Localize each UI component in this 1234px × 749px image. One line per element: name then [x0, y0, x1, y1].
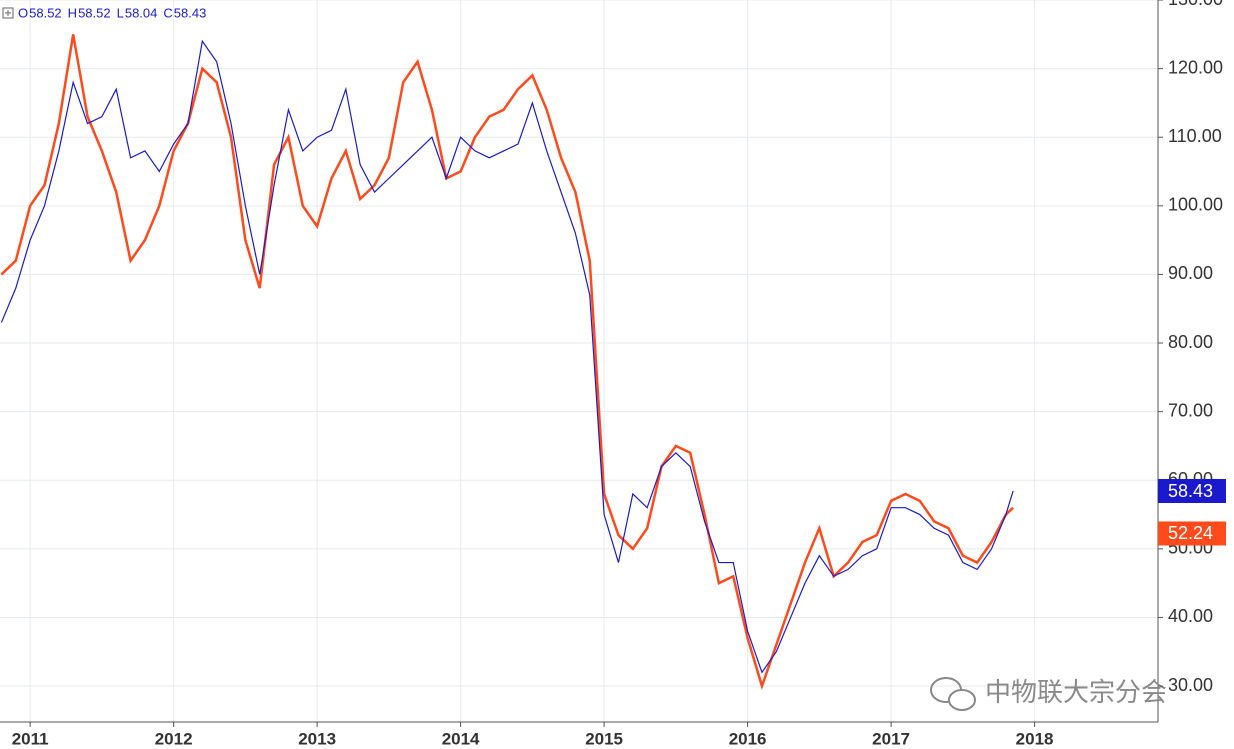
y-tick-label: 70.00	[1168, 400, 1213, 420]
header-key: C	[163, 5, 172, 20]
series-line	[0, 39, 1014, 674]
header-value: 58.04	[125, 5, 158, 20]
y-tick-label: 130.00	[1168, 0, 1223, 9]
header-value: 58.43	[174, 5, 207, 20]
y-tick-label: 90.00	[1168, 263, 1213, 283]
x-tick-label: 2014	[442, 729, 480, 748]
x-tick-label: 2016	[729, 729, 767, 748]
y-tick-label: 30.00	[1168, 675, 1213, 695]
y-tick-label: 110.00	[1168, 126, 1222, 146]
y-tick-label: 80.00	[1168, 332, 1213, 352]
x-tick-label: 2011	[12, 729, 49, 748]
header	[2, 7, 14, 19]
watermark: 中物联大宗分会	[985, 677, 1167, 707]
x-tick-label: 2012	[155, 729, 193, 748]
price-badge	[1158, 479, 1226, 504]
header-key: O	[18, 5, 28, 20]
price-label: 52.24	[1168, 523, 1213, 543]
price-label: 58.43	[1168, 481, 1213, 501]
header-key: H	[68, 5, 77, 20]
x-tick-label: 2018	[1016, 729, 1054, 748]
header-value: 58.52	[29, 5, 62, 20]
header-key: L	[117, 5, 124, 20]
x-tick-label: 2013	[298, 729, 336, 748]
series-line	[0, 34, 1014, 691]
header-value: 58.52	[78, 5, 111, 20]
watermark-icon	[930, 677, 976, 711]
y-tick-label: 120.00	[1168, 57, 1223, 77]
x-tick-label: 2015	[585, 729, 623, 748]
lines	[0, 34, 1014, 691]
price-badge	[1158, 521, 1226, 546]
grid	[0, 0, 1158, 722]
y-tick-label: 100.00	[1168, 195, 1223, 215]
x-tick-label: 2017	[872, 729, 910, 748]
header-icon	[2, 7, 14, 19]
y-tick-label: 40.00	[1168, 606, 1213, 626]
